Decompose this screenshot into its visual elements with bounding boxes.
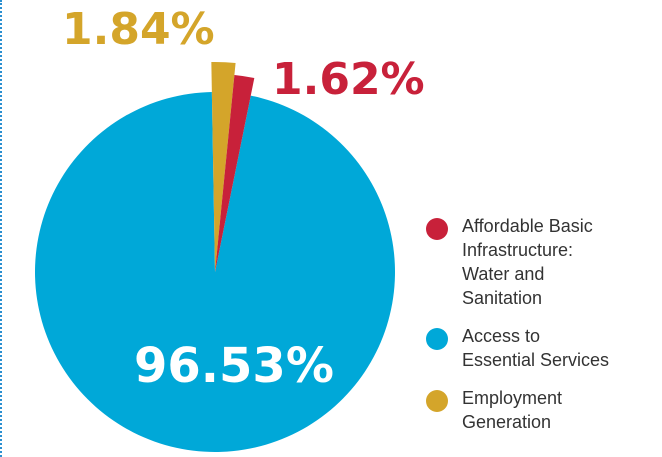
pie-slice-essential-services xyxy=(34,92,395,452)
legend-label: Access to Essential Services xyxy=(462,326,610,370)
slice-label-employment: 1.84% xyxy=(62,4,215,55)
slice-label-infrastructure: 1.62% xyxy=(272,54,425,105)
legend-swatch xyxy=(426,218,448,240)
pie-slice-infrastructure xyxy=(215,74,255,272)
legend-label: Affordable Basic Infrastructure: Water a… xyxy=(462,216,593,308)
legend-swatch xyxy=(426,328,448,350)
dotted-left-border xyxy=(0,0,2,457)
legend-item-infrastructure: Affordable Basic Infrastructure: Water a… xyxy=(424,214,654,310)
legend: Affordable Basic Infrastructure: Water a… xyxy=(424,214,654,448)
pie-slice-employment xyxy=(211,61,236,272)
legend-label: Employment Generation xyxy=(462,388,563,432)
legend-item-employment: Employment Generation xyxy=(424,386,654,434)
legend-item-essential-services: Access to Essential Services xyxy=(424,324,654,372)
slice-label-essential-services: 96.53% xyxy=(134,338,334,394)
legend-swatch xyxy=(426,390,448,412)
